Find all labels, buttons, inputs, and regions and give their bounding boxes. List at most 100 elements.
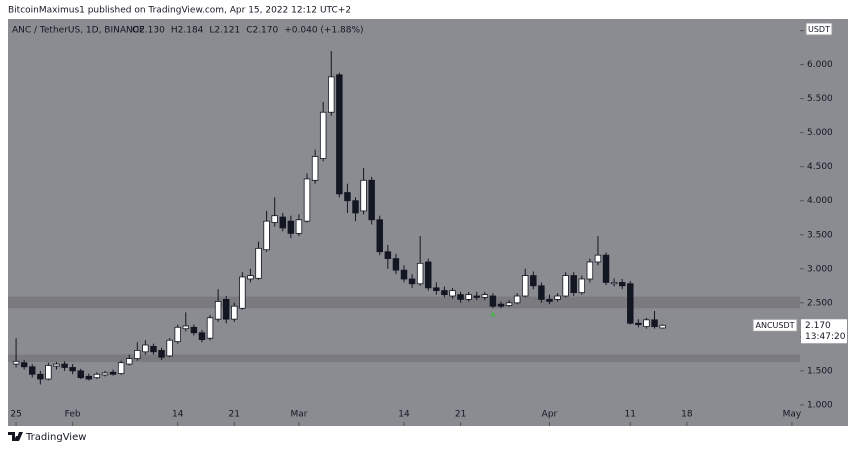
- candle-body: [594, 254, 602, 263]
- candle-body: [158, 350, 165, 358]
- y-tick-label: 4.000: [807, 196, 833, 206]
- candle-body: [166, 339, 173, 357]
- zone: [8, 296, 800, 309]
- candle-body: [101, 372, 109, 376]
- marker-arrow: [489, 311, 496, 317]
- candle-body: [109, 371, 117, 375]
- price-axis-background: [800, 19, 848, 426]
- y-tick-label: 3.500: [807, 230, 833, 240]
- candle-body: [29, 366, 36, 375]
- candle-body: [489, 295, 497, 307]
- candle-body: [392, 258, 400, 271]
- candle-body: [93, 373, 101, 379]
- candle-body: [77, 370, 84, 379]
- x-tick-label: 18: [681, 410, 693, 420]
- candle-body: [271, 215, 278, 223]
- logo: [8, 432, 23, 441]
- candle-body: [287, 220, 295, 234]
- candle-body: [384, 251, 392, 259]
- candle-body: [247, 275, 254, 280]
- price-tag-box: [801, 319, 847, 344]
- candle-body: [635, 322, 642, 325]
- candle-body: [441, 290, 448, 296]
- candle-body: [190, 326, 198, 334]
- candle-body: [344, 192, 351, 202]
- candle-body: [45, 365, 52, 380]
- footer: TradingView: [8, 432, 86, 443]
- candle-body: [117, 362, 125, 374]
- candle-body: [433, 287, 440, 291]
- x-tick-label: 14: [172, 410, 184, 420]
- y-tick-label: 2.500: [807, 298, 833, 308]
- candle-body: [69, 367, 76, 372]
- candle-body: [368, 179, 375, 221]
- x-tick-label: 11: [625, 410, 636, 420]
- candle-body: [198, 332, 206, 340]
- y-tick-label: 1.000: [807, 400, 833, 410]
- candles: [12, 50, 666, 385]
- candle-body: [643, 319, 650, 328]
- candle-body: [481, 294, 489, 298]
- candle-body: [328, 76, 335, 113]
- candle-body: [263, 220, 270, 251]
- candle-body: [20, 362, 28, 368]
- footer-text: TradingView: [25, 432, 86, 443]
- candle-body: [473, 295, 480, 298]
- candle-body: [150, 345, 157, 353]
- candle-body: [53, 363, 60, 367]
- candle-body: [125, 358, 133, 365]
- plot-background: [8, 19, 800, 426]
- candle-body: [400, 269, 408, 280]
- candle-body: [416, 262, 424, 285]
- candle-body: [578, 278, 586, 294]
- candle-body: [214, 301, 222, 320]
- x-tick-label: 25: [10, 410, 21, 420]
- candle-body: [602, 254, 610, 283]
- candle-body: [505, 302, 513, 306]
- candle-body: [352, 200, 359, 214]
- candle-body: [255, 247, 262, 279]
- legend-title: ANC / TetherUS, 1D, BINANCE: [12, 26, 145, 36]
- legend-item: C2.170: [246, 26, 278, 36]
- y-tick-label: 5.500: [807, 94, 833, 104]
- candle-body: [497, 303, 505, 307]
- header: BitcoinMaximus1 published on TradingView…: [8, 6, 351, 16]
- candle-body: [303, 178, 311, 222]
- candle-body: [206, 317, 214, 339]
- price-tag: 2.170: [805, 321, 831, 331]
- candle-body: [618, 281, 626, 287]
- candle-body: [659, 324, 666, 329]
- x-tick-label: Mar: [290, 410, 307, 420]
- x-tick-label: May: [783, 410, 802, 420]
- symbol-tag: ANCUSDT: [755, 321, 794, 330]
- y-tick-label: 3.000: [807, 264, 833, 274]
- legend-item: H2.184: [171, 26, 204, 36]
- candle-body: [546, 299, 553, 302]
- candle-body: [134, 350, 141, 360]
- currency-box: [805, 22, 833, 36]
- x-tick-label: 14: [398, 410, 410, 420]
- x-tick-label: 21: [229, 410, 240, 420]
- candle-body: [651, 319, 658, 328]
- candle-body: [465, 294, 472, 300]
- zone: [8, 354, 800, 363]
- candle-body: [311, 156, 319, 181]
- candle-body: [239, 276, 246, 309]
- y-tick-label: 1.500: [807, 366, 833, 376]
- candle-body: [610, 281, 618, 285]
- countdown: 13:47:20: [805, 332, 846, 342]
- x-tick-label: Feb: [65, 410, 81, 420]
- candle-body: [295, 219, 303, 234]
- candle-body: [336, 74, 343, 195]
- candle-body: [530, 275, 537, 287]
- legend-item: +0.040 (+1.88%): [284, 26, 363, 36]
- x-tick-label: 21: [455, 410, 466, 420]
- x-tick-label: Apr: [542, 410, 558, 420]
- candle-body: [376, 219, 383, 253]
- candle-body: [408, 278, 416, 285]
- candle-body: [570, 275, 577, 294]
- candle-body: [174, 326, 181, 343]
- candle-body: [360, 179, 367, 212]
